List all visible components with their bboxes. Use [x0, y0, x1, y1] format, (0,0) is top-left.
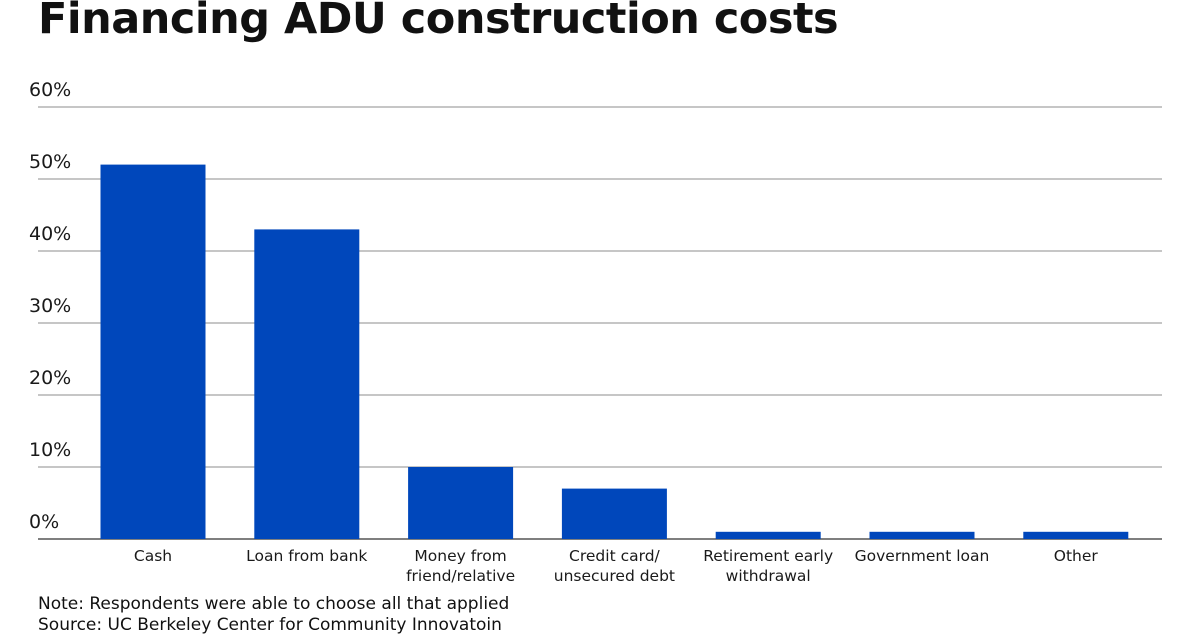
bar	[408, 467, 514, 539]
source-text: Source: UC Berkeley Center for Community…	[38, 615, 502, 635]
bar	[715, 531, 821, 539]
y-tick-label: 10%	[29, 439, 71, 461]
x-tick-label: Retirement early	[703, 547, 833, 565]
x-tick-label: Other	[1054, 547, 1099, 565]
y-tick-label: 20%	[29, 367, 71, 389]
bar	[561, 488, 667, 539]
y-tick-label: 30%	[29, 295, 71, 317]
y-tick-label: 0%	[29, 511, 59, 533]
chart-title: Financing ADU construction costs	[38, 0, 839, 44]
y-tick-label: 50%	[29, 151, 71, 173]
bar	[254, 229, 360, 539]
x-tick-label: Cash	[134, 547, 172, 565]
x-tick-label: unsecured debt	[554, 567, 675, 585]
y-tick-label: 40%	[29, 223, 71, 245]
bar	[869, 531, 975, 539]
x-tick-label: Credit card/	[569, 547, 660, 565]
x-tick-label: Government loan	[855, 547, 990, 565]
bar	[1023, 531, 1129, 539]
note-text: Note: Respondents were able to choose al…	[38, 594, 510, 614]
x-tick-label: Money from	[414, 547, 506, 565]
y-tick-label: 60%	[29, 79, 71, 101]
bar	[100, 164, 206, 539]
x-tick-label: friend/relative	[406, 567, 515, 585]
x-tick-label: Loan from bank	[246, 547, 367, 565]
x-tick-label: withdrawal	[726, 567, 811, 585]
